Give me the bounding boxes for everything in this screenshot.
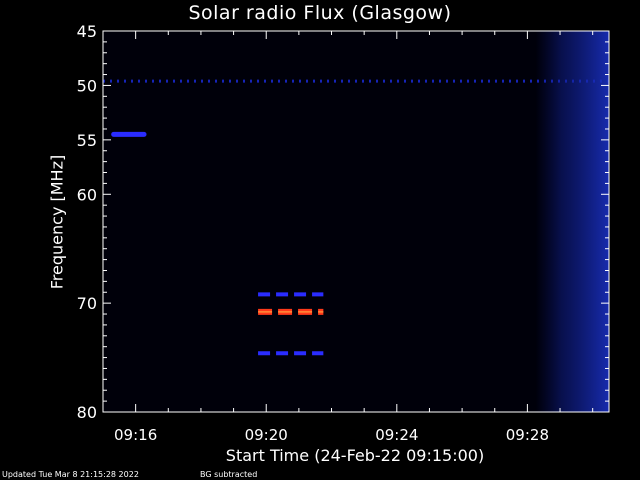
x-tick-label: 09:24	[375, 426, 418, 444]
radio-burst	[111, 131, 147, 137]
updated-timestamp: Updated Tue Mar 8 21:15:28 2022	[2, 470, 139, 479]
plot-frame	[102, 30, 610, 413]
y-tick-label: 45	[77, 22, 97, 41]
y-tick-label: 50	[77, 76, 97, 95]
x-tick-label: 09:16	[114, 426, 157, 444]
x-tick-label: 09:20	[245, 426, 288, 444]
plot-background	[103, 31, 609, 412]
y-tick-label: 80	[77, 403, 97, 422]
chart-title: Solar radio Flux (Glasgow)	[188, 2, 452, 24]
x-axis-label: Start Time (24-Feb-22 09:15:00)	[225, 446, 485, 465]
bg-subtracted-note: BG subtracted	[200, 470, 258, 479]
spectrogram-features	[103, 31, 609, 412]
y-ticks: 45 50 55 60 70 80	[77, 22, 609, 422]
y-tick-label: 70	[77, 294, 97, 313]
noise-region	[535, 31, 609, 412]
plot-axes	[102, 30, 610, 413]
x-tick-label: 09:28	[506, 426, 549, 444]
y-tick-label: 55	[77, 131, 97, 150]
x-ticks: 09:16 09:20 09:24 09:28	[102, 31, 594, 444]
y-tick-label: 60	[77, 185, 97, 204]
